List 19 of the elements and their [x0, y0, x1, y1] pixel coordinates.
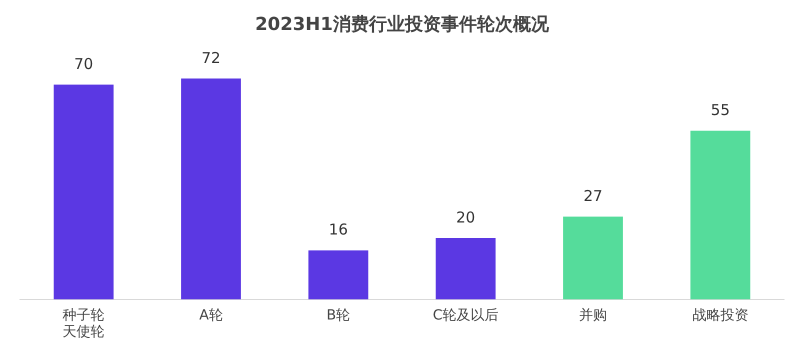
bar: [563, 216, 623, 300]
x-tick-label: B轮: [326, 307, 350, 324]
x-tick-label: A轮: [199, 307, 223, 324]
bar: [436, 238, 496, 300]
bar: [181, 78, 241, 300]
chart-title: 2023H1消费行业投资事件轮次概况: [254, 13, 550, 36]
data-label: 72: [201, 48, 221, 67]
x-tick-label: 种子轮天使轮: [62, 307, 105, 340]
data-label: 27: [583, 186, 603, 205]
bar: [54, 84, 114, 300]
bar: [308, 250, 368, 300]
data-label: 20: [456, 208, 476, 226]
data-label: 16: [328, 220, 348, 239]
x-tick-label: 战略投资: [692, 307, 748, 324]
data-label: 55: [710, 101, 730, 120]
x-tick-label: C轮及以后: [432, 307, 499, 324]
bar: [690, 130, 750, 300]
data-label: 70: [74, 55, 94, 74]
x-tick-label: 并购: [579, 307, 607, 324]
